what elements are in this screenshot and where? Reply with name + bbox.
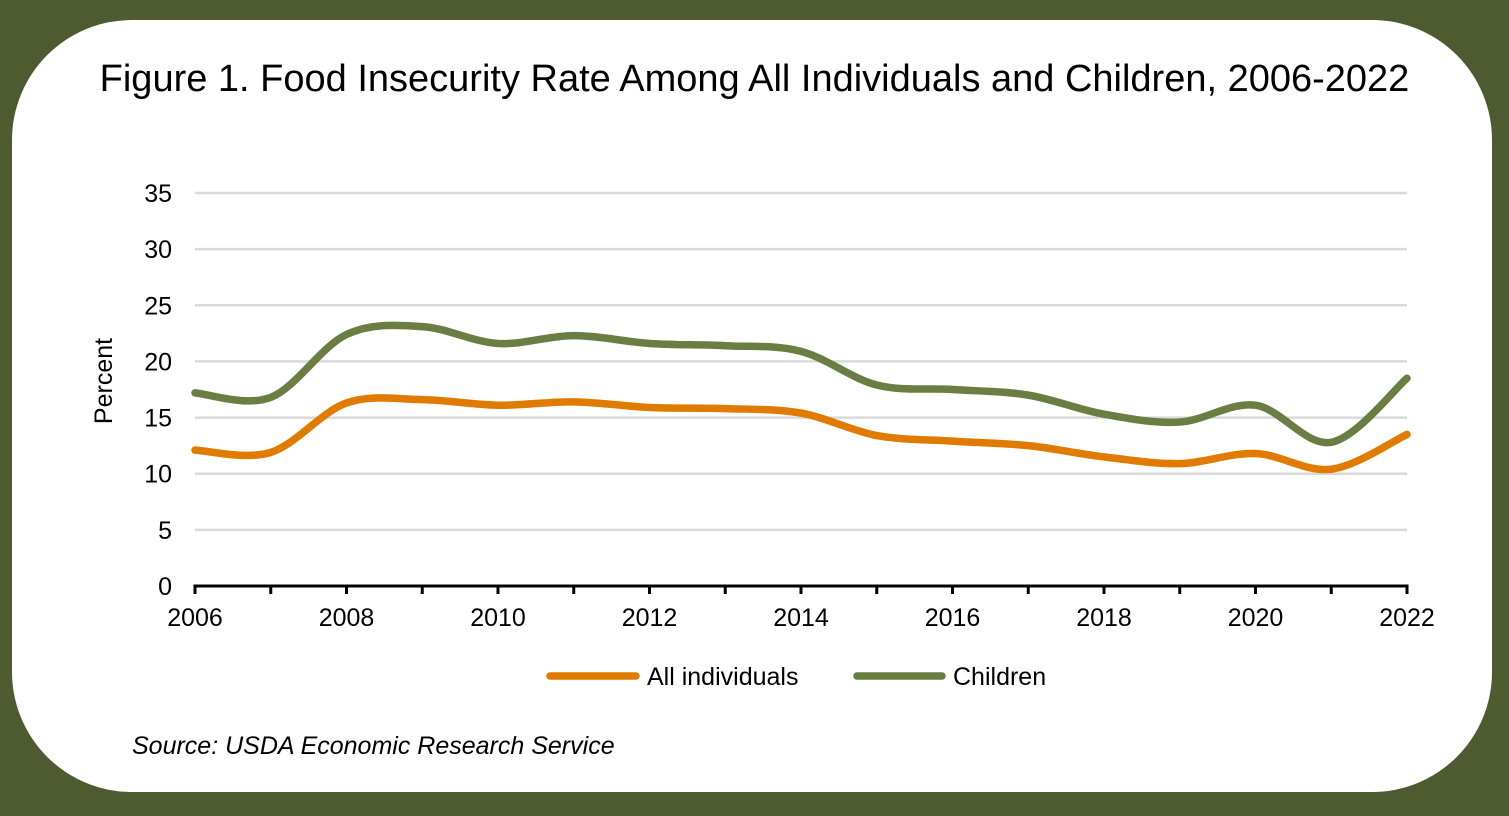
legend: All individuals Children [546,663,1046,691]
y-tick-label: 0 [158,573,172,601]
series-line-all-individuals [191,394,1411,474]
legend-item-all-individuals: All individuals [546,663,798,691]
y-axis-ticks: 0 5 10 15 20 25 30 35 [144,180,172,601]
y-tick-label: 15 [144,405,172,433]
legend-label: All individuals [647,663,798,691]
series-lines [191,321,1411,474]
x-tick-label: 2018 [1076,604,1132,632]
x-tick-label: 2016 [925,604,981,632]
y-tick-label: 5 [158,517,172,545]
y-tick-label: 20 [144,348,172,376]
x-tick-label: 2022 [1379,604,1435,632]
y-tick-label: 25 [144,292,172,320]
legend-label: Children [953,663,1046,691]
x-tick-label: 2010 [470,604,526,632]
x-axis: 2006 2008 2010 2012 2014 2016 2018 2020 2022 [167,584,1435,632]
x-tick-label: 2012 [622,604,678,632]
x-tick-label: 2006 [167,604,223,632]
gridlines [195,191,1407,532]
series-line-children [191,321,1411,447]
y-axis-label: Percent [90,338,118,424]
x-tick-label: 2008 [319,604,375,632]
y-tick-label: 10 [144,461,172,489]
legend-item-children: Children [853,663,1046,691]
x-tick-label: 2014 [773,604,829,632]
y-tick-label: 35 [144,180,172,208]
chart-title: Figure 1. Food Insecurity Rate Among All… [99,58,1410,100]
y-tick-label: 30 [144,236,172,264]
source-note: Source: USDA Economic Research Service [132,732,615,760]
x-tick-label: 2020 [1228,604,1284,632]
